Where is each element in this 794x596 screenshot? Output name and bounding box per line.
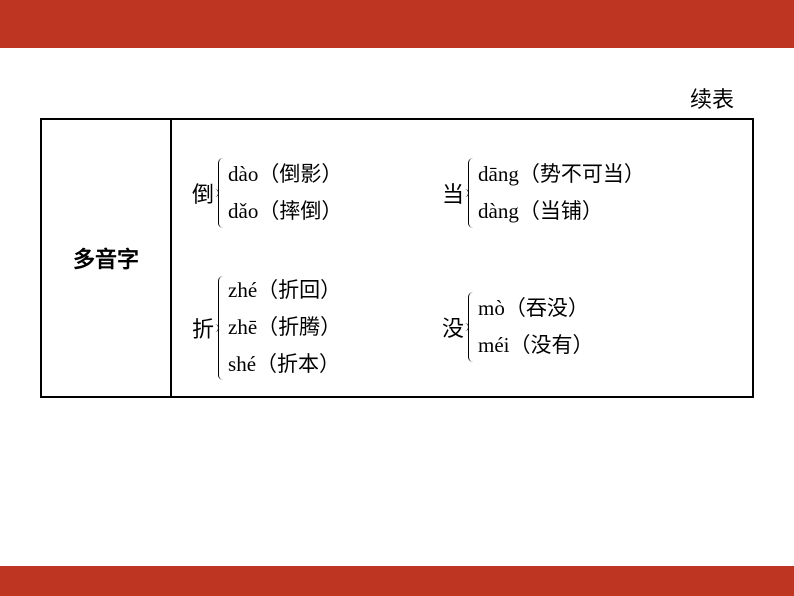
readings-list: zhé（折回） zhē（折腾） shé（折本） bbox=[228, 272, 341, 384]
polyphonic-table: 多音字 倒 dào（倒影） dǎo（摔倒） 当 dāng（势不可当） dàng（当铺） 折z… bbox=[40, 118, 754, 398]
reading-item: méi（没有） bbox=[478, 333, 594, 358]
char-group: 当 dāng（势不可当） dàng（当铺） bbox=[442, 156, 645, 230]
brace-icon bbox=[218, 158, 226, 228]
chinese-char: 折 bbox=[192, 312, 214, 344]
bottom-bar bbox=[0, 566, 794, 596]
char-group: 没 mò（吞没） méi（没有） bbox=[442, 290, 594, 364]
reading-item: dào（倒影） bbox=[228, 162, 342, 187]
readings-list: dào（倒影） dǎo（摔倒） bbox=[228, 156, 342, 230]
char-group: 倒 dào（倒影） dǎo（摔倒） bbox=[192, 156, 342, 230]
reading-item: zhé（折回） bbox=[228, 278, 341, 303]
brace-icon bbox=[468, 292, 476, 362]
table-header-cell: 多音字 bbox=[42, 120, 172, 396]
readings-list: dāng（势不可当） dàng（当铺） bbox=[478, 156, 645, 230]
table-content-cell: 倒 dào（倒影） dǎo（摔倒） 当 dāng（势不可当） dàng（当铺） 折 zhé（折… bbox=[172, 120, 752, 396]
top-bar bbox=[0, 0, 794, 48]
brace-icon bbox=[468, 158, 476, 228]
reading-item: dǎo（摔倒） bbox=[228, 199, 342, 224]
brace-icon bbox=[218, 276, 226, 380]
char-group: 折 zhé（折回） zhē（折腾） shé（折本） bbox=[192, 272, 341, 384]
reading-item: mò（吞没） bbox=[478, 296, 594, 321]
reading-item: dàng（当铺） bbox=[478, 199, 645, 224]
reading-item: zhē（折腾） bbox=[228, 315, 341, 340]
readings-list: mò（吞没） méi（没有） bbox=[478, 290, 594, 364]
chinese-char: 当 bbox=[442, 177, 464, 209]
chinese-char: 没 bbox=[442, 311, 464, 343]
chinese-char: 倒 bbox=[192, 177, 214, 209]
table-caption: 续表 bbox=[690, 82, 734, 114]
reading-item: dāng（势不可当） bbox=[478, 162, 645, 187]
reading-item: shé（折本） bbox=[228, 352, 341, 377]
